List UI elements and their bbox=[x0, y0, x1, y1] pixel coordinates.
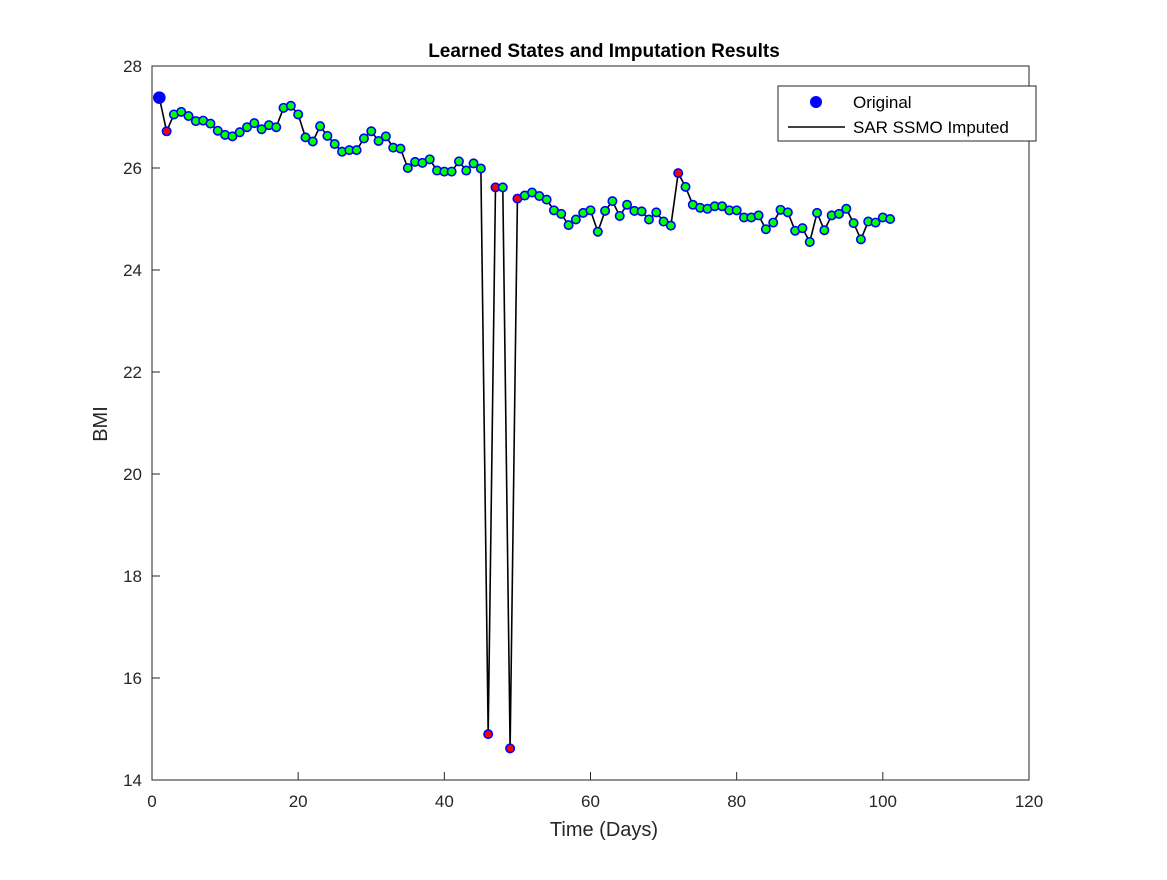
x-tick-label: 40 bbox=[435, 792, 454, 811]
data-point-learned bbox=[841, 203, 852, 214]
data-point-imputed bbox=[483, 729, 494, 740]
data-point-imputed bbox=[673, 168, 684, 179]
data-point-learned bbox=[885, 214, 896, 225]
data-point-learned bbox=[234, 127, 245, 138]
data-point-imputed bbox=[505, 743, 516, 754]
chart-title: Learned States and Imputation Results bbox=[428, 41, 780, 62]
data-point-learned bbox=[717, 201, 728, 212]
data-point-learned bbox=[622, 199, 633, 210]
y-tick-label: 18 bbox=[123, 567, 142, 586]
y-tick-label: 24 bbox=[123, 261, 142, 280]
x-tick-label: 60 bbox=[581, 792, 600, 811]
data-point-learned bbox=[402, 163, 413, 174]
series-points-group bbox=[153, 91, 896, 754]
data-point-learned bbox=[680, 181, 691, 192]
data-point-learned bbox=[819, 225, 830, 236]
data-point-original bbox=[153, 91, 166, 104]
data-point-learned bbox=[351, 145, 362, 156]
data-point-learned bbox=[592, 226, 603, 237]
data-point-learned bbox=[242, 122, 253, 133]
y-tick-label: 16 bbox=[123, 669, 142, 688]
data-point-learned bbox=[205, 118, 216, 129]
data-point-learned bbox=[446, 166, 457, 177]
data-point-learned bbox=[797, 223, 808, 234]
data-point-learned bbox=[541, 194, 552, 205]
data-point-learned bbox=[366, 126, 377, 137]
x-axis-ticks: 0 20 40 60 80 100 120 bbox=[147, 772, 1043, 811]
data-point-learned bbox=[183, 110, 194, 121]
data-point-learned bbox=[556, 208, 567, 219]
y-axis-label: BMI bbox=[90, 406, 112, 442]
data-point-learned bbox=[643, 214, 654, 225]
x-tick-label: 80 bbox=[727, 792, 746, 811]
data-point-learned bbox=[497, 182, 508, 193]
data-point-learned bbox=[570, 214, 581, 225]
data-point-learned bbox=[424, 154, 435, 165]
legend: Original SAR SSMO Imputed bbox=[777, 85, 1037, 142]
data-point-learned bbox=[307, 136, 318, 147]
data-point-learned bbox=[271, 122, 282, 133]
y-tick-label: 28 bbox=[123, 57, 142, 76]
data-point-learned bbox=[658, 216, 669, 227]
data-point-learned bbox=[855, 234, 866, 245]
y-axis-ticks: 14 16 18 20 22 24 26 28 bbox=[123, 57, 160, 790]
y-tick-label: 26 bbox=[123, 159, 142, 178]
data-point-learned bbox=[329, 139, 340, 150]
data-point-learned bbox=[665, 220, 676, 231]
data-point-learned bbox=[782, 207, 793, 218]
y-tick-label: 20 bbox=[123, 465, 142, 484]
data-point-learned bbox=[804, 236, 815, 247]
data-point-learned bbox=[227, 131, 238, 142]
data-point-learned bbox=[636, 206, 647, 217]
x-tick-label: 0 bbox=[147, 792, 156, 811]
data-point-learned bbox=[293, 109, 304, 120]
data-point-learned bbox=[607, 196, 618, 207]
data-point-learned bbox=[651, 207, 662, 218]
data-point-learned bbox=[848, 218, 859, 229]
data-point-learned bbox=[585, 205, 596, 216]
data-point-learned bbox=[760, 224, 771, 235]
data-point-learned bbox=[322, 130, 333, 141]
legend-label-original: Original bbox=[853, 93, 912, 112]
data-point-learned bbox=[212, 125, 223, 136]
x-tick-label: 120 bbox=[1015, 792, 1043, 811]
data-point-learned bbox=[600, 205, 611, 216]
data-point-learned bbox=[256, 124, 267, 135]
legend-marker-original bbox=[810, 96, 822, 108]
data-point-learned bbox=[285, 100, 296, 111]
data-point-learned bbox=[475, 163, 486, 174]
x-tick-label: 20 bbox=[289, 792, 308, 811]
data-point-learned bbox=[395, 143, 406, 154]
y-tick-label: 22 bbox=[123, 363, 142, 382]
data-point-learned bbox=[833, 208, 844, 219]
data-point-learned bbox=[249, 118, 260, 129]
data-point-learned bbox=[870, 217, 881, 228]
data-point-learned bbox=[614, 210, 625, 221]
data-point-learned bbox=[300, 132, 311, 143]
data-point-learned bbox=[358, 133, 369, 144]
data-point-learned bbox=[731, 205, 742, 216]
data-point-learned bbox=[453, 156, 464, 167]
data-point-learned bbox=[563, 220, 574, 231]
legend-label-imputed: SAR SSMO Imputed bbox=[853, 118, 1009, 137]
data-point-learned bbox=[380, 131, 391, 142]
data-point-learned bbox=[768, 217, 779, 228]
data-point-learned bbox=[176, 106, 187, 117]
y-tick-label: 14 bbox=[123, 771, 142, 790]
data-point-learned bbox=[373, 135, 384, 146]
data-point-learned bbox=[468, 158, 479, 169]
legend-box bbox=[777, 85, 1037, 142]
x-axis-label: Time (Days) bbox=[550, 819, 658, 841]
data-point-imputed bbox=[161, 126, 172, 137]
data-point-learned bbox=[753, 210, 764, 221]
data-point-learned bbox=[461, 165, 472, 176]
x-tick-label: 100 bbox=[869, 792, 897, 811]
data-point-learned bbox=[315, 121, 326, 132]
data-point-learned bbox=[812, 207, 823, 218]
